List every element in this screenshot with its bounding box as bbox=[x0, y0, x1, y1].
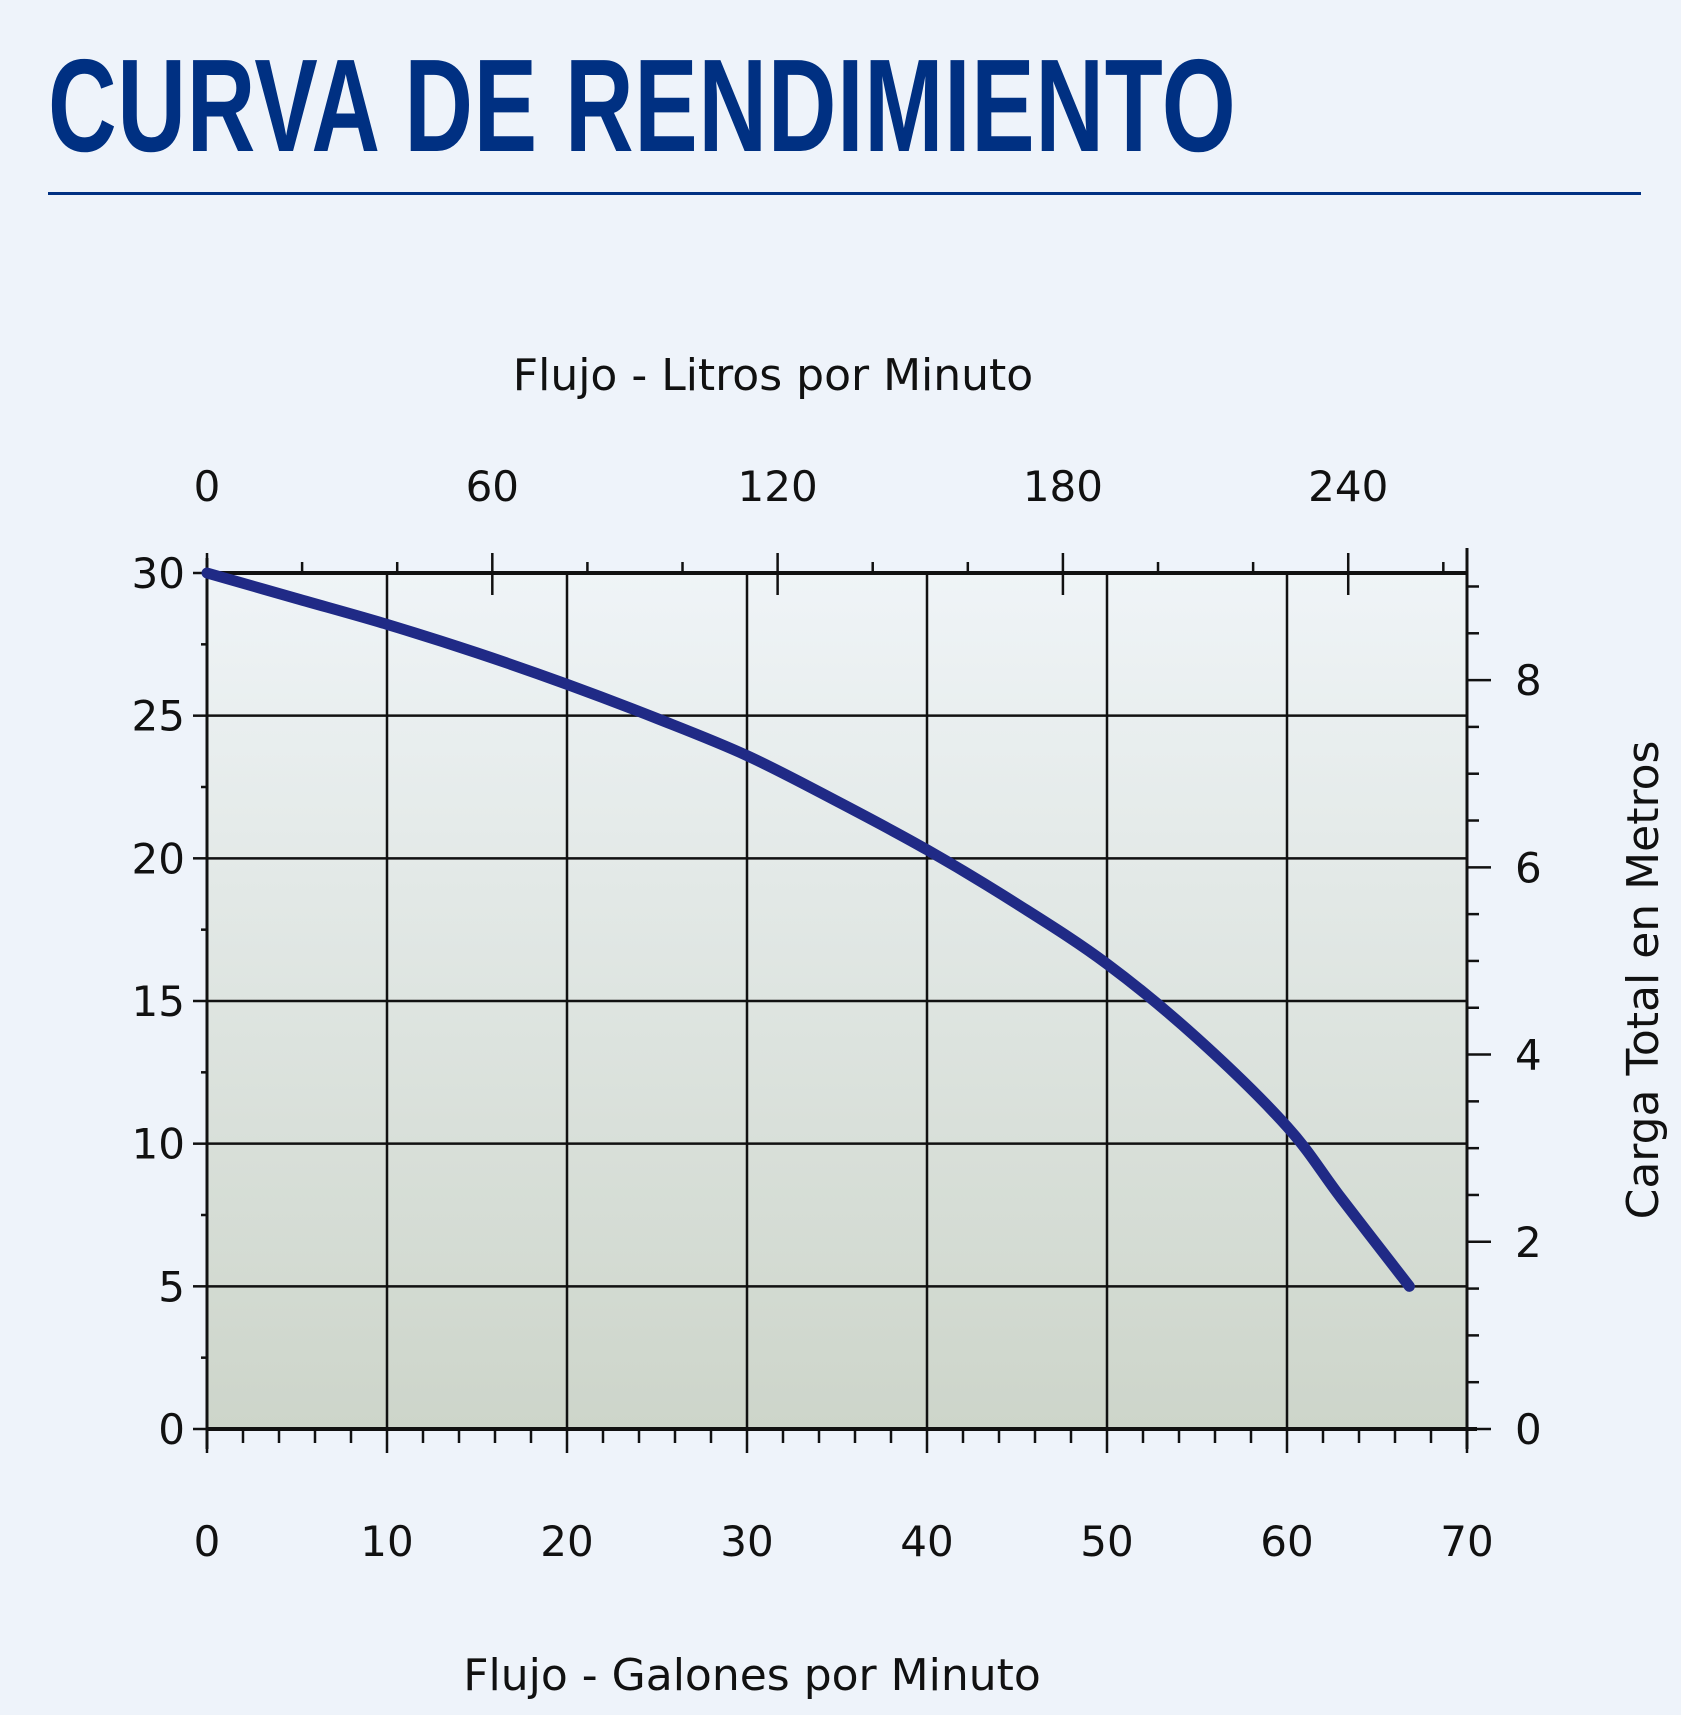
left-tick-label: 5 bbox=[158, 1262, 185, 1311]
performance-curve bbox=[201, 567, 1415, 1292]
bottom-tick-label: 20 bbox=[540, 1517, 593, 1566]
bottom-tick-label: 30 bbox=[720, 1517, 773, 1566]
bottom-tick-label: 70 bbox=[1440, 1517, 1493, 1566]
bottom-tick-label: 10 bbox=[360, 1517, 413, 1566]
axes bbox=[193, 548, 1491, 1453]
left-tick-label: 30 bbox=[132, 549, 185, 598]
top-tick-label: 120 bbox=[738, 462, 818, 511]
left-tick-label: 20 bbox=[132, 834, 185, 883]
bottom-axis-label: Flujo - Galones por Minuto bbox=[463, 1650, 1041, 1701]
bottom-tick-label: 0 bbox=[194, 1517, 221, 1566]
right-tick-label: 2 bbox=[1515, 1218, 1542, 1267]
bottom-tick-label: 60 bbox=[1260, 1517, 1313, 1566]
bottom-tick-label: 50 bbox=[1080, 1517, 1133, 1566]
right-tick-label: 0 bbox=[1515, 1405, 1542, 1454]
left-tick-label: 10 bbox=[132, 1120, 185, 1169]
left-tick-label: 25 bbox=[132, 692, 185, 741]
right-axis-label: Carga Total en Metros bbox=[1618, 741, 1669, 1220]
right-tick-label: 4 bbox=[1515, 1031, 1542, 1080]
title-divider bbox=[48, 192, 1641, 195]
left-tick-label: 0 bbox=[158, 1405, 185, 1454]
bottom-tick-label: 40 bbox=[900, 1517, 953, 1566]
right-tick-label: 6 bbox=[1515, 843, 1542, 892]
right-tick-label: 8 bbox=[1515, 656, 1542, 705]
top-tick-label: 0 bbox=[194, 462, 221, 511]
chart-title: CURVA DE RENDIMIENTO bbox=[48, 32, 1237, 179]
left-tick-label: 15 bbox=[132, 977, 185, 1026]
top-tick-label: 240 bbox=[1308, 462, 1388, 511]
top-tick-label: 60 bbox=[466, 462, 519, 511]
top-axis-label: Flujo - Litros por Minuto bbox=[513, 350, 1033, 401]
top-tick-label: 180 bbox=[1023, 462, 1103, 511]
